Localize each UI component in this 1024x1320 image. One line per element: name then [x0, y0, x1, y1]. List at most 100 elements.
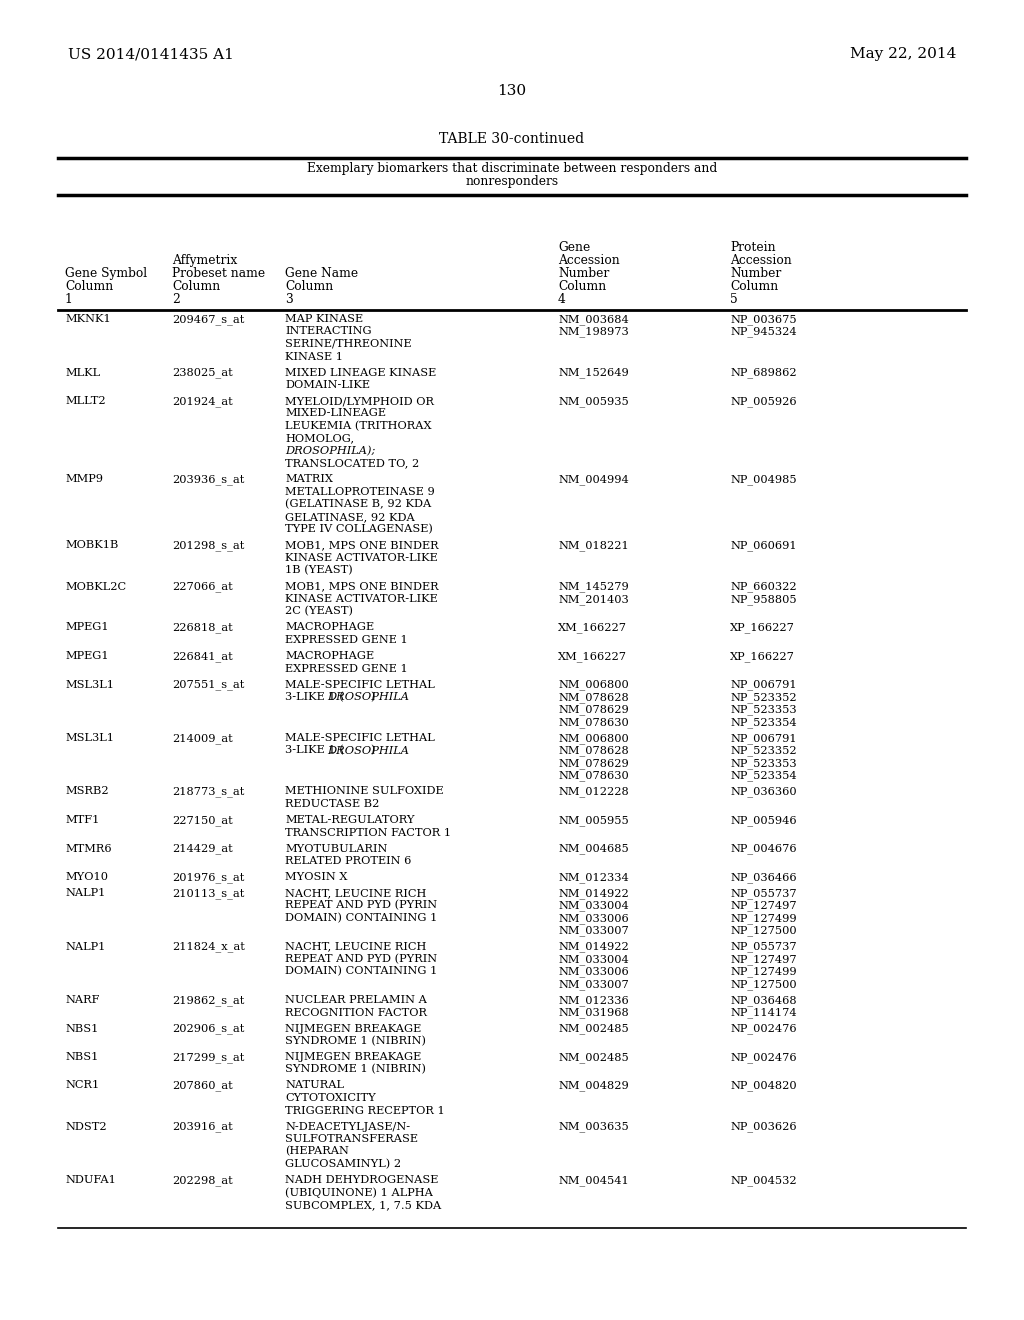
Text: Accession: Accession [558, 253, 620, 267]
Text: 3-LIKE 1 (: 3-LIKE 1 ( [285, 746, 344, 755]
Text: NP_523353: NP_523353 [730, 758, 797, 768]
Text: 201298_s_at: 201298_s_at [172, 540, 245, 552]
Text: NP_523353: NP_523353 [730, 705, 797, 715]
Text: LEUKEMIA (TRITHORAX: LEUKEMIA (TRITHORAX [285, 421, 432, 432]
Text: REDUCTASE B2: REDUCTASE B2 [285, 799, 379, 809]
Text: 2: 2 [172, 293, 180, 306]
Text: NM_006800: NM_006800 [558, 733, 629, 743]
Text: 1: 1 [65, 293, 73, 306]
Text: N-DEACETYLJASE/N-: N-DEACETYLJASE/N- [285, 1122, 411, 1131]
Text: RELATED PROTEIN 6: RELATED PROTEIN 6 [285, 855, 412, 866]
Text: CYTOTOXICITY: CYTOTOXICITY [285, 1093, 376, 1104]
Text: KINASE ACTIVATOR-LIKE: KINASE ACTIVATOR-LIKE [285, 553, 437, 564]
Text: MALE-SPECIFIC LETHAL: MALE-SPECIFIC LETHAL [285, 733, 435, 743]
Text: 5: 5 [730, 293, 737, 306]
Text: NM_018221: NM_018221 [558, 540, 629, 552]
Text: NP_006791: NP_006791 [730, 733, 797, 743]
Text: NIJMEGEN BREAKAGE: NIJMEGEN BREAKAGE [285, 1023, 421, 1034]
Text: MYELOID/LYMPHOID OR: MYELOID/LYMPHOID OR [285, 396, 434, 407]
Text: Protein: Protein [730, 242, 775, 253]
Text: MALE-SPECIFIC LETHAL: MALE-SPECIFIC LETHAL [285, 680, 435, 689]
Text: 227066_at: 227066_at [172, 582, 232, 593]
Text: NM_078628: NM_078628 [558, 692, 629, 702]
Text: NP_004676: NP_004676 [730, 843, 797, 854]
Text: NM_078630: NM_078630 [558, 771, 629, 781]
Text: Gene Name: Gene Name [285, 267, 358, 280]
Text: NM_033006: NM_033006 [558, 966, 629, 977]
Text: NACHT, LEUCINE RICH: NACHT, LEUCINE RICH [285, 888, 426, 898]
Text: TRANSCRIPTION FACTOR 1: TRANSCRIPTION FACTOR 1 [285, 828, 452, 837]
Text: NM_004829: NM_004829 [558, 1081, 629, 1092]
Text: XM_166227: XM_166227 [558, 623, 627, 634]
Text: NP_060691: NP_060691 [730, 540, 797, 552]
Text: NACHT, LEUCINE RICH: NACHT, LEUCINE RICH [285, 941, 426, 952]
Text: MLLT2: MLLT2 [65, 396, 105, 407]
Text: MIXED LINEAGE KINASE: MIXED LINEAGE KINASE [285, 367, 436, 378]
Text: (GELATINASE B, 92 KDA: (GELATINASE B, 92 KDA [285, 499, 431, 510]
Text: NDST2: NDST2 [65, 1122, 106, 1131]
Text: NP_006791: NP_006791 [730, 680, 797, 690]
Text: 207860_at: 207860_at [172, 1081, 232, 1092]
Text: NM_003684: NM_003684 [558, 314, 629, 325]
Text: NM_014922: NM_014922 [558, 888, 629, 899]
Text: NP_004985: NP_004985 [730, 474, 797, 486]
Text: NM_004994: NM_004994 [558, 474, 629, 486]
Text: SYNDROME 1 (NIBRIN): SYNDROME 1 (NIBRIN) [285, 1036, 426, 1045]
Text: NBS1: NBS1 [65, 1023, 98, 1034]
Text: METHIONINE SULFOXIDE: METHIONINE SULFOXIDE [285, 787, 443, 796]
Text: Number: Number [730, 267, 781, 280]
Text: REPEAT AND PYD (PYRIN: REPEAT AND PYD (PYRIN [285, 953, 437, 964]
Text: DOMAIN-LIKE: DOMAIN-LIKE [285, 380, 370, 389]
Text: NM_005935: NM_005935 [558, 396, 629, 407]
Text: (UBIQUINONE) 1 ALPHA: (UBIQUINONE) 1 ALPHA [285, 1187, 433, 1197]
Text: 227150_at: 227150_at [172, 814, 232, 826]
Text: Column: Column [172, 280, 220, 293]
Text: MAP KINASE: MAP KINASE [285, 314, 364, 323]
Text: NARF: NARF [65, 995, 99, 1005]
Text: EXPRESSED GENE 1: EXPRESSED GENE 1 [285, 635, 408, 645]
Text: DOMAIN) CONTAINING 1: DOMAIN) CONTAINING 1 [285, 966, 437, 977]
Text: NM_078630: NM_078630 [558, 717, 629, 727]
Text: TABLE 30-continued: TABLE 30-continued [439, 132, 585, 147]
Text: MACROPHAGE: MACROPHAGE [285, 651, 374, 661]
Text: MOBKL2C: MOBKL2C [65, 582, 126, 591]
Text: MACROPHAGE: MACROPHAGE [285, 623, 374, 632]
Text: 217299_s_at: 217299_s_at [172, 1052, 245, 1063]
Text: NM_078628: NM_078628 [558, 746, 629, 756]
Text: NP_523352: NP_523352 [730, 692, 797, 702]
Text: NM_005955: NM_005955 [558, 814, 629, 826]
Text: Column: Column [65, 280, 114, 293]
Text: NP_055737: NP_055737 [730, 941, 797, 952]
Text: NM_201403: NM_201403 [558, 594, 629, 605]
Text: NP_523354: NP_523354 [730, 771, 797, 781]
Text: NM_033007: NM_033007 [558, 979, 629, 990]
Text: 4: 4 [558, 293, 566, 306]
Text: 210113_s_at: 210113_s_at [172, 888, 245, 899]
Text: NALP1: NALP1 [65, 888, 105, 898]
Text: EXPRESSED GENE 1: EXPRESSED GENE 1 [285, 664, 408, 673]
Text: NM_006800: NM_006800 [558, 680, 629, 690]
Text: 211824_x_at: 211824_x_at [172, 941, 245, 952]
Text: MOB1, MPS ONE BINDER: MOB1, MPS ONE BINDER [285, 582, 438, 591]
Text: SULFOTRANSFERASE: SULFOTRANSFERASE [285, 1134, 418, 1144]
Text: DROSOPHILA: DROSOPHILA [328, 692, 410, 702]
Text: NADH DEHYDROGENASE: NADH DEHYDROGENASE [285, 1175, 438, 1185]
Text: ): ) [371, 692, 375, 702]
Text: ): ) [371, 746, 375, 755]
Text: NM_012336: NM_012336 [558, 995, 629, 1006]
Text: NDUFA1: NDUFA1 [65, 1175, 116, 1185]
Text: METALLOPROTEINASE 9: METALLOPROTEINASE 9 [285, 487, 435, 498]
Text: 3-LIKE 1 (: 3-LIKE 1 ( [285, 692, 344, 702]
Text: Number: Number [558, 267, 609, 280]
Text: MSL3L1: MSL3L1 [65, 680, 114, 689]
Text: NM_198973: NM_198973 [558, 326, 629, 337]
Text: MATRIX: MATRIX [285, 474, 333, 484]
Text: NP_114174: NP_114174 [730, 1007, 797, 1018]
Text: 214009_at: 214009_at [172, 733, 232, 743]
Text: NM_031968: NM_031968 [558, 1007, 629, 1018]
Text: METAL-REGULATORY: METAL-REGULATORY [285, 814, 415, 825]
Text: 203916_at: 203916_at [172, 1122, 232, 1133]
Text: NP_689862: NP_689862 [730, 367, 797, 379]
Text: 207551_s_at: 207551_s_at [172, 680, 245, 690]
Text: 3: 3 [285, 293, 293, 306]
